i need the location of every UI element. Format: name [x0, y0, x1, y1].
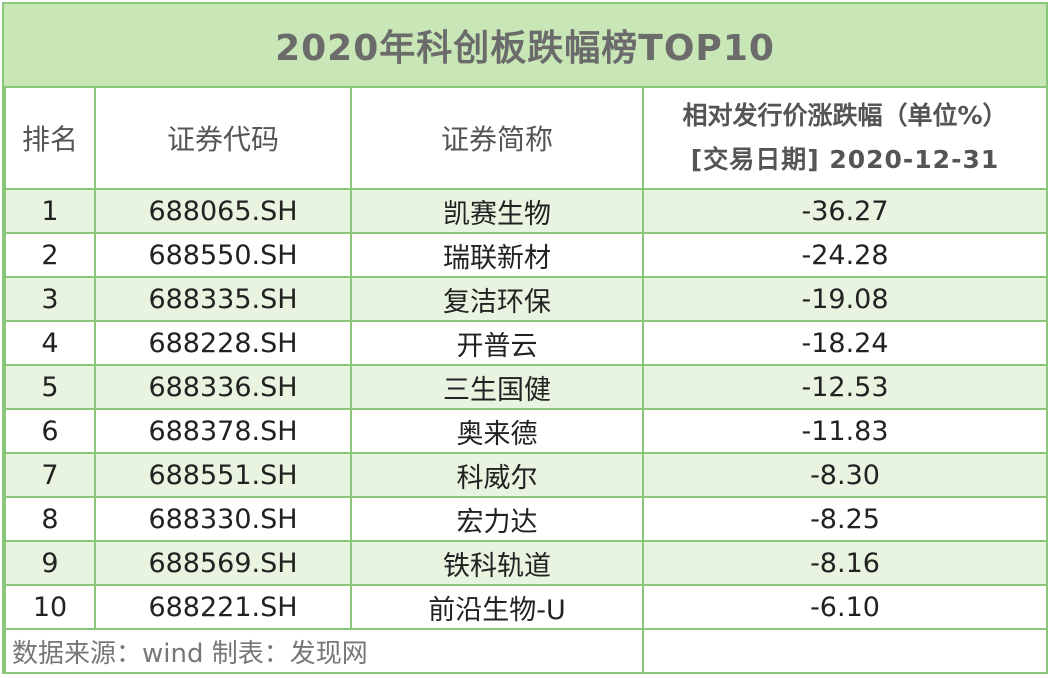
cell-code: 688550.SH	[94, 232, 352, 278]
footer-empty-cell	[642, 628, 1048, 674]
cell-code: 688228.SH	[94, 320, 352, 366]
cell-name: 宏力达	[350, 496, 644, 542]
table-row: 10 688221.SH 前沿生物-U -6.10	[4, 584, 1048, 630]
header-change: 相对发行价涨跌幅（单位%） [交易日期] 2020-12-31	[642, 86, 1048, 190]
cell-code: 688569.SH	[94, 540, 352, 586]
header-rank: 排名	[4, 86, 96, 190]
cell-rank: 10	[4, 584, 96, 630]
header-change-line1: 相对发行价涨跌幅（单位%）	[682, 101, 1008, 130]
cell-change: -8.16	[642, 540, 1048, 586]
table-title: 2020年科创板跌幅榜TOP10	[4, 4, 1046, 86]
cell-code: 688330.SH	[94, 496, 352, 542]
header-name: 证券简称	[350, 86, 644, 190]
cell-code: 688065.SH	[94, 188, 352, 234]
table-row: 7 688551.SH 科威尔 -8.30	[4, 452, 1048, 498]
cell-rank: 5	[4, 364, 96, 410]
cell-code: 688378.SH	[94, 408, 352, 454]
cell-change: -24.28	[642, 232, 1048, 278]
cell-change: -19.08	[642, 276, 1048, 322]
cell-rank: 2	[4, 232, 96, 278]
cell-rank: 3	[4, 276, 96, 322]
footer-row: 数据来源：wind 制表：发现网	[4, 628, 1048, 674]
header-change-line2: [交易日期] 2020-12-31	[690, 145, 1000, 174]
cell-rank: 6	[4, 408, 96, 454]
ranking-table: 排名 证券代码 证券简称 相对发行价涨跌幅（单位%） [交易日期] 2020-1…	[4, 86, 1048, 674]
cell-name: 铁科轨道	[350, 540, 644, 586]
cell-rank: 9	[4, 540, 96, 586]
cell-name: 科威尔	[350, 452, 644, 498]
cell-change: -12.53	[642, 364, 1048, 410]
cell-rank: 7	[4, 452, 96, 498]
cell-code: 688221.SH	[94, 584, 352, 630]
cell-change: -36.27	[642, 188, 1048, 234]
table-row: 1 688065.SH 凯赛生物 -36.27	[4, 188, 1048, 234]
header-code: 证券代码	[94, 86, 352, 190]
cell-name: 复洁环保	[350, 276, 644, 322]
table-row: 9 688569.SH 铁科轨道 -8.16	[4, 540, 1048, 586]
cell-name: 瑞联新材	[350, 232, 644, 278]
cell-change: -11.83	[642, 408, 1048, 454]
cell-change: -6.10	[642, 584, 1048, 630]
cell-code: 688551.SH	[94, 452, 352, 498]
table-row: 8 688330.SH 宏力达 -8.25	[4, 496, 1048, 542]
table-row: 4 688228.SH 开普云 -18.24	[4, 320, 1048, 366]
cell-rank: 4	[4, 320, 96, 366]
cell-rank: 8	[4, 496, 96, 542]
cell-code: 688335.SH	[94, 276, 352, 322]
cell-change: -8.30	[642, 452, 1048, 498]
table-row: 2 688550.SH 瑞联新材 -24.28	[4, 232, 1048, 278]
cell-name: 奥来德	[350, 408, 644, 454]
cell-name: 三生国健	[350, 364, 644, 410]
cell-name: 凯赛生物	[350, 188, 644, 234]
table-row: 3 688335.SH 复洁环保 -19.08	[4, 276, 1048, 322]
cell-name: 前沿生物-U	[350, 584, 644, 630]
cell-change: -8.25	[642, 496, 1048, 542]
table-row: 6 688378.SH 奥来德 -11.83	[4, 408, 1048, 454]
cell-code: 688336.SH	[94, 364, 352, 410]
table-row: 5 688336.SH 三生国健 -12.53	[4, 364, 1048, 410]
cell-name: 开普云	[350, 320, 644, 366]
table-body: 1 688065.SH 凯赛生物 -36.27 2 688550.SH 瑞联新材 -24.28…	[4, 188, 1048, 630]
source-note: 数据来源：wind 制表：发现网	[4, 628, 644, 674]
header-row: 排名 证券代码 证券简称 相对发行价涨跌幅（单位%） [交易日期] 2020-1…	[4, 86, 1048, 190]
cell-rank: 1	[4, 188, 96, 234]
cell-change: -18.24	[642, 320, 1048, 366]
